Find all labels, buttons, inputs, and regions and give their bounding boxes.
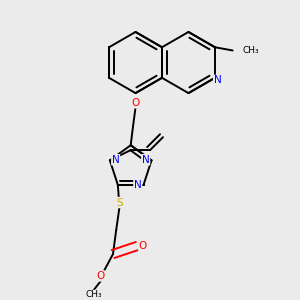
Text: N: N bbox=[112, 155, 119, 165]
Text: N: N bbox=[142, 155, 150, 165]
Text: N: N bbox=[134, 181, 142, 190]
Text: N: N bbox=[214, 75, 221, 85]
Text: O: O bbox=[96, 271, 104, 281]
Text: O: O bbox=[139, 241, 147, 251]
Text: S: S bbox=[116, 197, 123, 208]
Text: O: O bbox=[131, 98, 140, 108]
Text: CH₃: CH₃ bbox=[85, 290, 102, 299]
Text: CH₃: CH₃ bbox=[243, 46, 260, 55]
